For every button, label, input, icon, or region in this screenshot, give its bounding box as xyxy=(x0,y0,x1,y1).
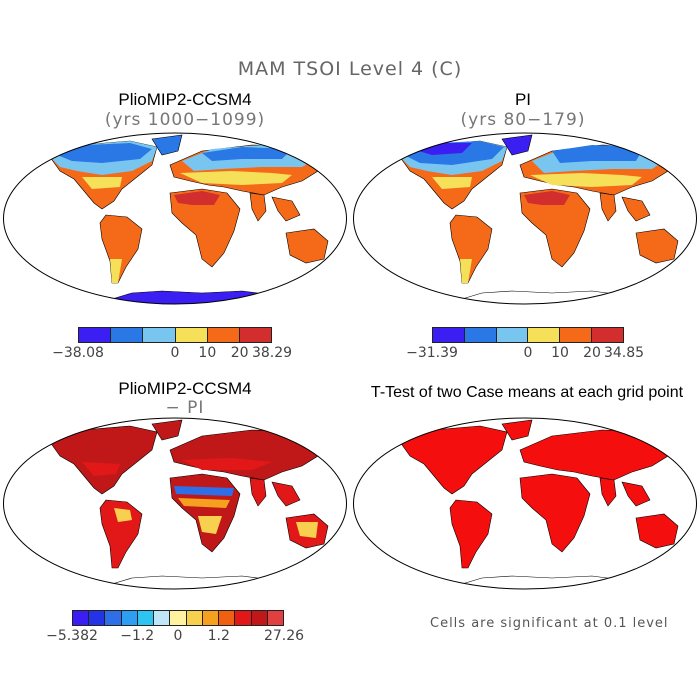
colorbar-bl-swatch xyxy=(88,611,105,625)
map-pi xyxy=(353,132,697,305)
colorbar-tl-labels: −38.08 0 10 20 38.29 xyxy=(52,345,292,363)
panel-tr-title: PI xyxy=(514,90,532,109)
figure-title: MAM TSOI Level 4 (C) xyxy=(237,58,463,80)
colorbar-tr-swatch xyxy=(495,328,528,342)
colorbar-bl-labels: −5.382 −1.2 0 1.2 27.26 xyxy=(46,628,304,646)
colorbar-tl-label: −38.08 xyxy=(52,345,104,361)
colorbar-tl-label: 10 xyxy=(198,345,217,361)
colorbar-tr-swatch xyxy=(559,328,592,342)
colorbar-tl-swatch xyxy=(206,328,239,342)
map-ttest xyxy=(353,417,697,590)
colorbar-bl-swatch xyxy=(153,611,170,625)
panel-tr-subtitle: (yrs 80−179) xyxy=(460,110,586,130)
colorbar-bl-label: −5.382 xyxy=(46,628,98,644)
colorbar-tl-swatch xyxy=(238,328,272,342)
colorbar-tl-swatch xyxy=(110,328,143,342)
colorbar-tl-label: 20 xyxy=(230,345,249,361)
colorbar-bl-label: 27.26 xyxy=(263,628,305,644)
colorbar-tl xyxy=(78,327,272,343)
colorbar-tr-label: 10 xyxy=(551,345,569,361)
colorbar-bl-swatch xyxy=(136,611,154,625)
colorbar-bl-swatch xyxy=(266,611,284,625)
colorbar-bl-label: 1.2 xyxy=(207,628,230,644)
panel-tl-subtitle: (yrs 1000−1099) xyxy=(104,110,266,130)
colorbar-bl-swatch xyxy=(234,611,251,625)
colorbar-bl-swatch xyxy=(250,611,267,625)
colorbar-tl-label: 0 xyxy=(170,345,180,361)
colorbar-bl-label: −1.2 xyxy=(120,628,155,644)
colorbar-tr xyxy=(432,327,624,343)
colorbar-tr-labels: −31.39 0 10 20 34.85 xyxy=(406,345,644,363)
map-difference xyxy=(3,417,347,590)
colorbar-tr-swatch xyxy=(527,328,560,342)
colorbar-bl-swatch xyxy=(218,611,235,625)
colorbar-bl-swatch xyxy=(120,611,137,625)
colorbar-bl-label: 0 xyxy=(173,628,183,644)
panel-bl-subtitle: − PI xyxy=(165,398,205,418)
colorbar-tr-label: −31.39 xyxy=(406,345,458,361)
colorbar-tr-swatch xyxy=(591,328,623,342)
panel-tl-title: PlioMIP2-CCSM4 xyxy=(118,90,252,109)
panel-bl-title: PlioMIP2-CCSM4 xyxy=(118,379,252,398)
colorbar-tr-swatch xyxy=(433,328,464,342)
colorbar-bl-swatch xyxy=(73,611,89,625)
colorbar-tl-swatch xyxy=(174,328,207,342)
colorbar-bl-swatch xyxy=(185,611,202,625)
colorbar-bl-swatch xyxy=(201,611,219,625)
colorbar-tl-swatch xyxy=(79,328,111,342)
colorbar-tr-label: 34.85 xyxy=(603,345,645,361)
colorbar-tr-swatch xyxy=(463,328,496,342)
colorbar-tl-label: 38.29 xyxy=(251,345,293,361)
panel-br-title: T-Test of two Case means at each grid po… xyxy=(370,384,684,401)
colorbar-bl-swatch xyxy=(169,611,186,625)
significance-note: Cells are significant at 0.1 level xyxy=(430,616,669,631)
colorbar-tl-swatch xyxy=(142,328,175,342)
colorbar-tr-label: 0 xyxy=(523,345,533,361)
colorbar-bl xyxy=(72,610,284,626)
colorbar-bl-swatch xyxy=(104,611,121,625)
colorbar-tr-label: 20 xyxy=(583,345,601,361)
map-pliomip2 xyxy=(3,132,347,305)
